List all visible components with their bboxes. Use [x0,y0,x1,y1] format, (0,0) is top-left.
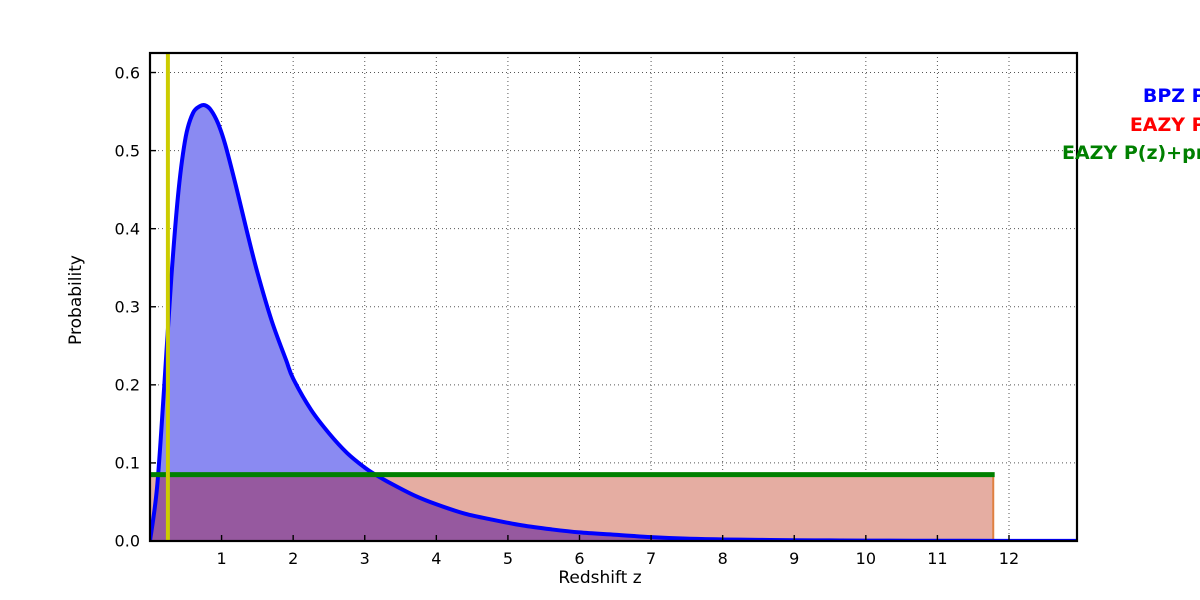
legend-label-eazy-prior: EAZY P(z)+prior [1062,142,1200,164]
x-tick-label: 4 [431,549,442,568]
x-tick-label: 2 [288,549,299,568]
legend-item-eazy-prior: EAZY P(z)+prior [1062,139,1200,168]
legend-label-bpz: BPZ P(z) [1142,85,1200,107]
y-axis-label: Probability [66,255,86,345]
y-tick-label: 0.0 [114,531,140,551]
x-tick-label: 12 [998,549,1020,568]
y-tick-label: 0.4 [114,219,140,239]
x-tick-label: 9 [789,549,800,568]
series-layer [150,53,1077,541]
x-tick-label: 11 [927,549,948,568]
y-tick-label: 0.3 [114,297,140,317]
legend: BPZ P(z) EAZY P(z) EAZY P(z)+prior [1062,82,1200,168]
x-tick-label: 6 [574,549,585,568]
x-tick-label: 1 [216,549,227,568]
x-tick-label: 3 [359,549,370,568]
y-tick-label: 0.1 [114,453,140,473]
legend-label-eazy: EAZY P(z) [1129,113,1200,136]
y-tick-label: 0.2 [114,375,140,395]
legend-item-bpz: BPZ P(z) [1062,82,1200,111]
y-tick-label: 0.6 [114,63,140,83]
x-tick-label: 8 [717,549,728,568]
x-axis-label: Redshift z [558,568,642,588]
x-tick-label: 7 [645,549,657,568]
bpz-pz-curve [150,102,1077,541]
axes-frame [148,51,1079,543]
x-tick-label: 5 [502,549,513,568]
legend-item-eazy: EAZY P(z) [1062,111,1200,140]
x-tick-label: 10 [855,549,877,568]
y-tick-label: 0.5 [114,141,140,161]
